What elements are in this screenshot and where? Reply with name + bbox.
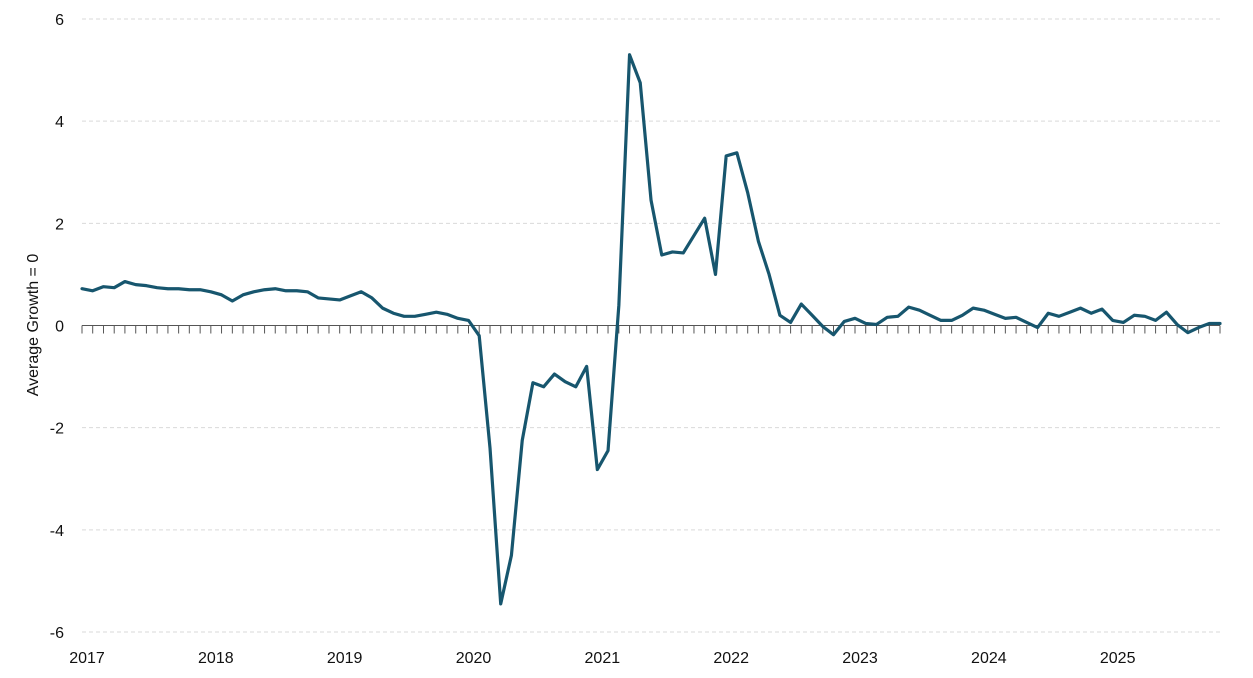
series-layer: [80, 53, 1222, 606]
y-tick-label: 0: [55, 319, 64, 336]
y-tick-label: -6: [50, 625, 64, 642]
gridlines: [82, 18, 1220, 633]
x-axis: [81, 325, 1221, 334]
y-axis-tick-labels: 6 4 2 0 -2 -4 -6: [50, 12, 64, 642]
x-tick-label: 2018: [198, 650, 234, 667]
x-tick-label: 2024: [971, 650, 1007, 667]
x-axis-tick-labels: 2017 2018 2019 2020 2021 2022 2023 2024 2025: [69, 650, 1135, 667]
y-tick-label: 2: [55, 216, 64, 233]
x-tick-label: 2019: [327, 650, 363, 667]
y-tick-label: 4: [55, 114, 64, 131]
y-tick-label: -2: [50, 421, 64, 438]
y-tick-label: -4: [50, 523, 64, 540]
y-axis-title: Average Growth = 0: [25, 254, 42, 397]
x-tick-label: 2022: [713, 650, 749, 667]
y-tick-label: 6: [55, 12, 64, 29]
x-tick-label: 2023: [842, 650, 878, 667]
x-tick-label: 2020: [456, 650, 492, 667]
x-tick-label: 2025: [1100, 650, 1136, 667]
x-tick-label: 2021: [585, 650, 621, 667]
x-tick-label: 2017: [69, 650, 105, 667]
series-line: [80, 53, 1222, 606]
